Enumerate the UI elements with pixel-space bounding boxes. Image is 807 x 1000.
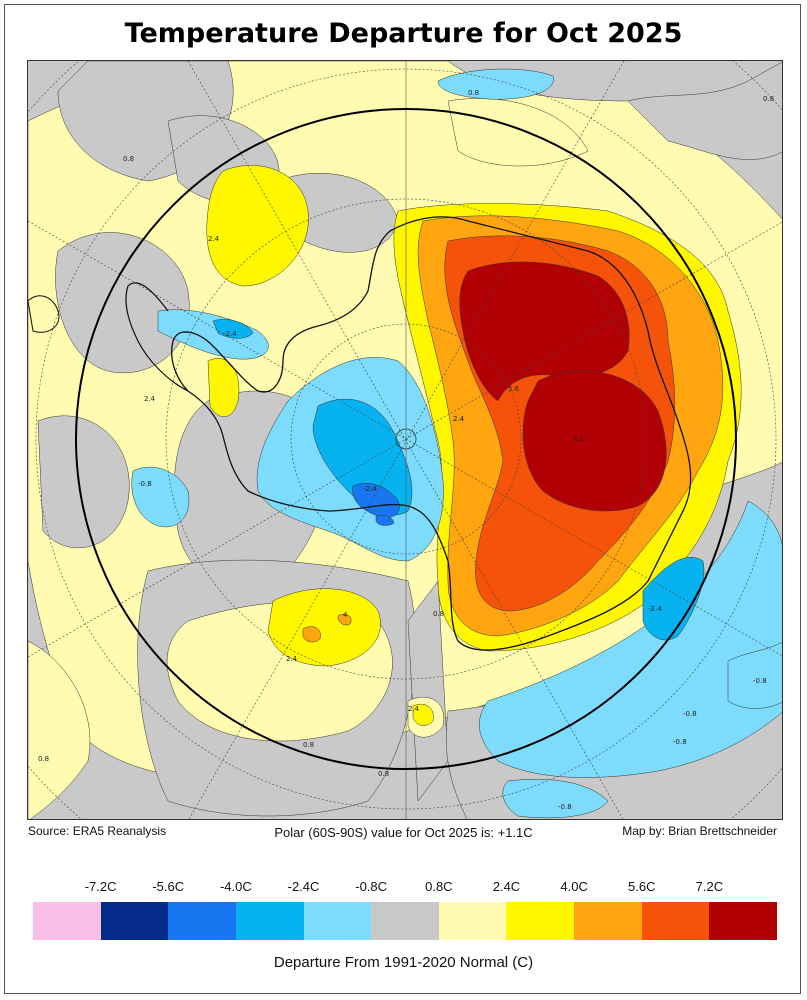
colorbar-tick-label: 4.0C xyxy=(560,879,588,894)
map-svg: 0.8 0.8 0.8 2.4 2.4 -0.8 -2.4 -2.4 2.4 5… xyxy=(28,61,782,819)
figure-frame xyxy=(4,4,801,994)
credit-caption: Map by: Brian Brettschneider xyxy=(622,824,777,838)
contour-label: 2.4 xyxy=(453,415,465,423)
contour-label: -2.4 xyxy=(363,485,377,493)
colorbar-swatch xyxy=(33,902,101,940)
colorbar-swatch xyxy=(574,902,642,940)
colorbar-tick-label: -4.0C xyxy=(219,879,252,894)
polar-boundary-circle xyxy=(75,108,737,770)
contour-label: -0.8 xyxy=(138,480,152,488)
colorbar-swatch xyxy=(371,902,439,940)
contour-label: 2.4 xyxy=(208,235,220,243)
contour-label: 2.4 xyxy=(144,395,156,403)
colorbar-swatch xyxy=(506,902,575,940)
contour-label: 0.8 xyxy=(303,741,314,749)
contour-label: -2.4 xyxy=(648,605,662,613)
anomaly-mid-blue xyxy=(352,483,400,526)
map-title: Temperature Departure for Oct 2025 xyxy=(124,18,683,49)
colorbar-swatch xyxy=(303,902,372,940)
colorbar-swatch xyxy=(438,902,507,940)
contour-label: -0.8 xyxy=(683,710,697,718)
colorbar-tick-label: 7.2C xyxy=(695,879,724,894)
contour-label: 0.8 xyxy=(123,155,134,163)
colorbar-swatch xyxy=(709,902,778,940)
colorbar-tick-labels: -7.2C -5.6C -4.0C -2.4C -0.8C 0.8C 2.4C … xyxy=(33,879,777,895)
colorbar-tick-label: 0.8C xyxy=(425,879,453,894)
colorbar-tick-label: -5.6C xyxy=(152,879,185,894)
contour-label: -0.8 xyxy=(673,738,687,746)
contour-label: 0.8 xyxy=(38,755,49,763)
colorbar-tick-label: -2.4C xyxy=(287,879,320,894)
contour-label: 0.8 xyxy=(378,770,389,778)
source-caption: Source: ERA5 Reanalysis xyxy=(28,824,167,838)
contour-label: 5.6 xyxy=(508,385,520,393)
contour-label: 0.8 xyxy=(468,89,479,97)
south-america-coastline xyxy=(28,295,60,333)
south-pole-marker xyxy=(395,428,417,450)
colorbar-tick-label: 2.4C xyxy=(492,879,521,894)
contour-label: 0.8 xyxy=(433,610,444,618)
contour-label: 2.4 xyxy=(408,705,420,713)
antarctica-coastline xyxy=(171,216,692,651)
contour-labels: 0.8 0.8 0.8 2.4 2.4 -0.8 -2.4 -2.4 2.4 5… xyxy=(38,89,774,811)
colorbar-swatch xyxy=(168,902,236,940)
colorbar xyxy=(33,902,778,940)
polar-value-caption: Polar (60S-90S) value for Oct 2025 is: +… xyxy=(274,825,533,840)
contour-label: -2.4 xyxy=(223,330,237,338)
anomaly-red xyxy=(459,261,667,512)
contour-label: -0.8 xyxy=(753,677,767,685)
colorbar-tick-label: 5.6C xyxy=(628,879,656,894)
contour-label: 0.8 xyxy=(763,95,774,103)
contour-label: 7.2 xyxy=(573,435,584,443)
antarctic-peninsula-coastline xyxy=(125,282,189,392)
colorbar-swatch xyxy=(100,902,169,940)
colorbar-swatch xyxy=(641,902,710,940)
contour-label: 4 xyxy=(343,611,348,619)
colorbar-tick-label: -7.2C xyxy=(84,879,117,894)
polar-map: 0.8 0.8 0.8 2.4 2.4 -0.8 -2.4 -2.4 2.4 5… xyxy=(27,60,783,820)
colorbar-swatch xyxy=(235,902,304,940)
contour-label: -0.8 xyxy=(558,803,572,811)
colorbar-title: Departure From 1991-2020 Normal (C) xyxy=(273,954,534,971)
contour-label: 2.4 xyxy=(286,655,298,663)
colorbar-tick-label: -0.8C xyxy=(355,879,388,894)
